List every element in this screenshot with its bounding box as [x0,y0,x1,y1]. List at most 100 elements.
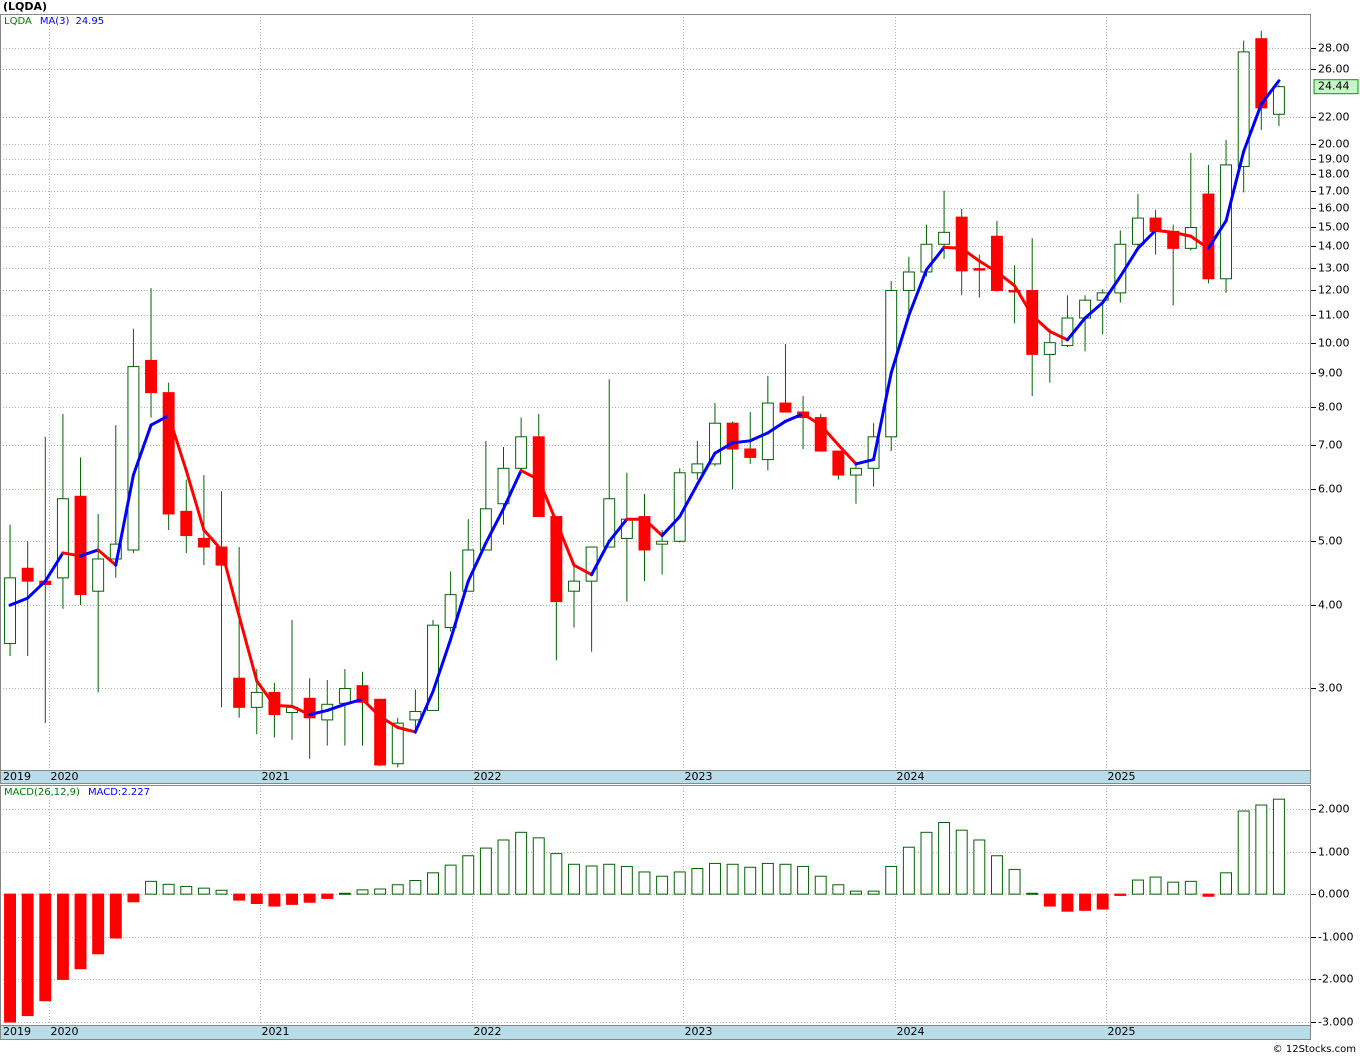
macd-bar [709,862,721,895]
y-tick-label: -2.000 [1318,973,1353,986]
ma-segment [1101,274,1122,305]
macd-bar [427,872,439,895]
candle-body [197,537,210,548]
macd-bar [321,893,334,899]
y-tick-label: 13.00 [1318,262,1350,275]
macd-bar [779,863,792,895]
candle-body [1131,217,1144,245]
macd-bar [885,865,898,895]
macd-bar [233,893,246,901]
ma-segment [96,548,118,567]
macd-bar [726,863,739,895]
ma-segment [607,517,629,543]
candle-body [127,366,140,551]
y-tick-label: 20.00 [1318,138,1350,151]
ma-segment [519,469,541,482]
macd-bar [356,889,369,895]
ma-segment [149,414,171,427]
macd-bar [374,888,387,895]
ma-segment [1083,301,1105,320]
macd-bar [532,837,545,895]
ma-segment [8,596,30,607]
ma-segment [1118,246,1140,278]
candle-body [374,698,387,766]
macd-bar [1202,893,1215,897]
x-tick-label: 2021 [262,1025,290,1038]
candle-body [215,546,228,566]
ma-segment [220,548,241,618]
y-tick-label: 22.00 [1318,111,1350,124]
macd-bar [391,884,404,895]
macd-bar [568,863,580,895]
ma-segment [484,507,505,545]
macd-bar [515,831,528,895]
candle-body [162,392,175,515]
y-tick-label: 26.00 [1318,63,1350,76]
macd-legend: MACD(26,12,9) MACD:2.227 [4,787,150,798]
x-tick-label: 2024 [897,770,925,783]
macd-legend-label: MACD: [88,787,121,798]
candle-body [92,558,105,592]
macd-bar [1079,893,1092,911]
macd-bar [145,880,157,895]
ma-segment [819,423,840,447]
macd-bar [444,864,457,895]
candle-body [603,498,616,548]
macd-bar [21,893,34,1017]
ma-segment [1136,228,1158,250]
candle-body [356,685,369,703]
candle-body [990,235,1003,291]
macd-bar [1008,868,1021,895]
macd-bar [585,865,598,895]
macd-bar [691,868,704,895]
macd-bar [902,846,915,895]
candle-body [233,677,246,708]
ma-segment [501,469,523,511]
candle-body [1008,289,1021,293]
y-tick-label: 28.00 [1318,42,1350,55]
macd-bar [1255,804,1268,895]
ma-segment [713,441,735,455]
ma-segment [131,423,153,477]
ma-segment [1224,149,1246,223]
ma-segment [343,697,365,706]
candle-body [74,495,87,596]
ma-segment [1206,219,1228,250]
chart-title: (LQDA) [3,0,47,13]
macd-bar [127,893,140,903]
y-tick-label: 2.000 [1318,803,1350,816]
macd-bar [92,893,105,955]
x-tick-label: 2024 [897,1025,925,1038]
ma-segment [378,715,400,729]
candle-body [303,697,316,719]
macd-bar [814,875,827,895]
candle-body [973,268,986,271]
ma-segment [889,313,911,375]
y-tick-label: 1.000 [1318,846,1350,859]
candle-body [1043,342,1056,355]
ma-segment [660,515,682,538]
y-tick-label: 0.000 [1318,888,1350,901]
time-band [0,770,1311,784]
candle-body [691,463,704,474]
x-tick-label: 2022 [474,1025,502,1038]
y-tick-label: 15.00 [1318,221,1350,234]
candle-body [938,231,951,245]
ma-segment [202,528,224,552]
ma-segment [466,541,488,583]
ma-segment [1242,102,1263,153]
ma-segment [960,246,981,263]
x-tick-label: 2019 [3,770,31,783]
ma-segment [572,563,594,577]
candle-body [250,691,263,708]
macd-bar [1237,810,1250,895]
macd-bar [867,890,880,895]
ma-segment [942,245,964,250]
candle-body [1202,193,1215,280]
y-tick-label: 5.00 [1318,535,1343,548]
x-tick-label: 2020 [51,1025,79,1038]
ma-segment [1171,230,1193,238]
candle-body [444,594,457,629]
ma-segment [43,551,65,583]
y-tick-label: 4.00 [1318,599,1343,612]
